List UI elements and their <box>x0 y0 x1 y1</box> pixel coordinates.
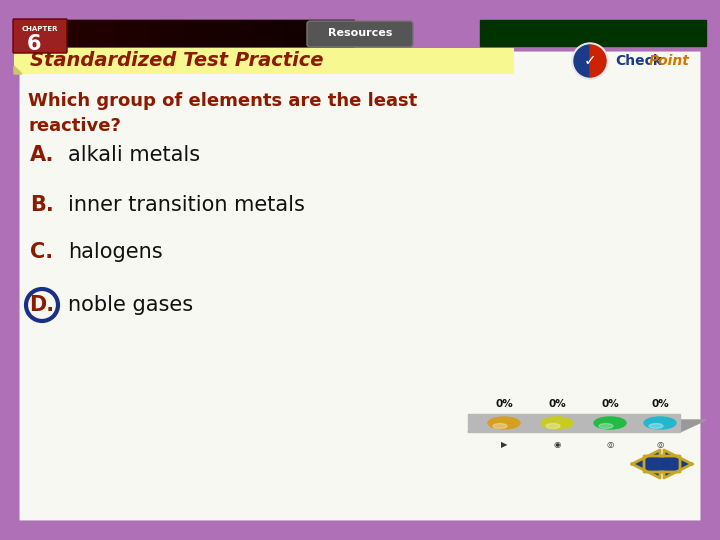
Bar <box>201 20 218 46</box>
Bar <box>133 20 150 46</box>
Bar <box>65 20 82 46</box>
Bar <box>31 20 48 46</box>
Polygon shape <box>468 420 706 432</box>
Text: B.: B. <box>30 195 54 215</box>
Polygon shape <box>14 66 22 74</box>
Bar <box>99 20 116 46</box>
Text: 0%: 0% <box>651 399 669 409</box>
Bar <box>116 20 133 46</box>
Text: 0%: 0% <box>601 399 619 409</box>
Polygon shape <box>468 414 680 432</box>
Text: A.: A. <box>30 145 54 165</box>
Polygon shape <box>644 450 692 478</box>
Wedge shape <box>590 61 606 77</box>
Text: alkali metals: alkali metals <box>68 145 200 165</box>
Text: noble gases: noble gases <box>68 295 193 315</box>
Bar <box>337 20 354 46</box>
Bar <box>480 20 706 46</box>
Ellipse shape <box>493 423 507 429</box>
Wedge shape <box>574 45 590 77</box>
Text: ◉: ◉ <box>554 440 561 449</box>
Text: Standardized Test Practice: Standardized Test Practice <box>30 51 323 71</box>
Wedge shape <box>590 45 606 61</box>
Bar <box>167 20 184 46</box>
Text: C.: C. <box>30 242 53 262</box>
Bar <box>184 20 201 46</box>
FancyBboxPatch shape <box>307 21 413 47</box>
Text: Check: Check <box>615 54 662 68</box>
Text: 0%: 0% <box>548 399 566 409</box>
Polygon shape <box>632 450 680 478</box>
FancyBboxPatch shape <box>14 46 706 526</box>
FancyBboxPatch shape <box>13 19 67 53</box>
Text: CHAPTER: CHAPTER <box>22 26 58 32</box>
Bar <box>82 20 99 46</box>
Bar <box>14 20 354 46</box>
Bar <box>252 20 269 46</box>
Bar <box>14 20 31 46</box>
Bar <box>286 20 303 46</box>
Text: ◎: ◎ <box>606 440 613 449</box>
Ellipse shape <box>599 423 613 429</box>
Bar <box>269 20 286 46</box>
Text: Resources: Resources <box>328 28 392 38</box>
Text: ◎: ◎ <box>657 440 664 449</box>
Bar <box>235 20 252 46</box>
Ellipse shape <box>546 423 560 429</box>
Ellipse shape <box>594 417 626 429</box>
Text: ▶: ▶ <box>500 440 508 449</box>
Ellipse shape <box>644 417 676 429</box>
FancyBboxPatch shape <box>14 48 514 74</box>
Bar <box>303 20 320 46</box>
Text: 6: 6 <box>27 34 41 54</box>
Bar <box>320 20 337 46</box>
Text: halogens: halogens <box>68 242 163 262</box>
Bar <box>354 20 706 46</box>
Ellipse shape <box>649 423 663 429</box>
Text: Which group of elements are the least
reactive?: Which group of elements are the least re… <box>28 92 418 135</box>
Text: inner transition metals: inner transition metals <box>68 195 305 215</box>
Text: Point: Point <box>649 54 690 68</box>
Text: ✓: ✓ <box>584 53 596 69</box>
Bar <box>48 20 65 46</box>
Text: D.: D. <box>30 295 55 315</box>
Bar <box>150 20 167 46</box>
Text: 0%: 0% <box>495 399 513 409</box>
Ellipse shape <box>541 417 573 429</box>
Circle shape <box>572 43 608 79</box>
Ellipse shape <box>488 417 520 429</box>
Bar <box>218 20 235 46</box>
